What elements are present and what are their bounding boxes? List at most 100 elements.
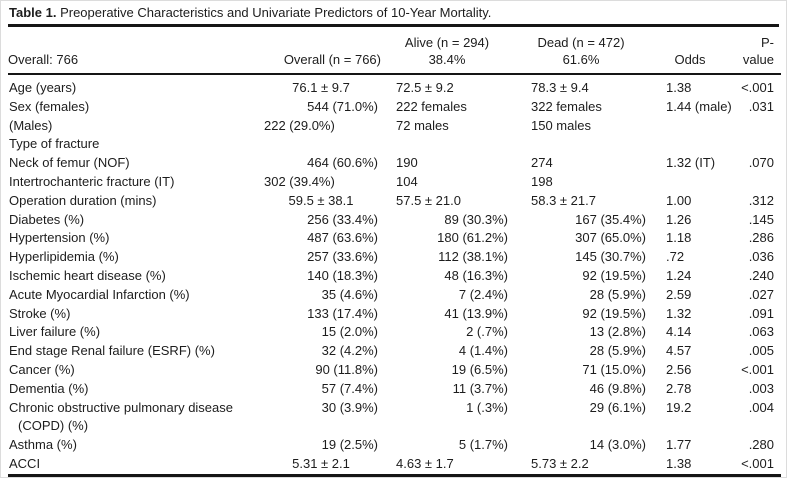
table-cell: 13 (2.8%) <box>589 324 646 340</box>
table-cell: 90 (11.8%) <box>315 361 378 377</box>
row-label: Hypertension (%) <box>9 230 110 246</box>
table-cell: 7 (2.4%) <box>458 286 508 302</box>
row-label: Neck of femur (NOF) <box>9 155 130 171</box>
table-cell: <.001 <box>741 80 774 95</box>
table-cell: 133 (17.4%) <box>307 305 378 321</box>
table-caption: Table 1. Preoperative Characteristics an… <box>9 5 779 21</box>
row-label: Acute Myocardial Infarction (%) <box>9 286 190 302</box>
table-row: Asthma (%) 19 (2.5%) 5 (1.7%) 14 (3.0%) 1.77… <box>8 436 781 455</box>
table-cell: 1.44 (male) <box>666 98 732 114</box>
row-label: Diabetes (%) <box>9 211 85 227</box>
table-cell: 15 (2.0%) <box>321 324 378 340</box>
col-header-alive: Alive (n = 294) <box>404 35 490 50</box>
table-cell: 1.00 <box>666 192 692 208</box>
table-cell: 487 (63.6%) <box>307 230 378 246</box>
table-cell: 1.26 <box>666 211 692 227</box>
row-label: Sex (females) <box>9 98 90 114</box>
col-header-alive-pct: 38.4% <box>381 51 513 75</box>
header-row-1: Alive (n = 294) Dead (n = 472) P- <box>8 27 781 51</box>
table-cell: .063 <box>748 324 774 340</box>
characteristics-table: Alive (n = 294) Dead (n = 472) P- Overal… <box>8 27 781 477</box>
table-cell: .280 <box>748 437 774 453</box>
table-cell: 257 (33.6%) <box>307 249 378 265</box>
header-empty <box>259 27 381 51</box>
table-cell: 4 (1.4%) <box>458 343 508 359</box>
table-cell: 322 females <box>531 98 602 114</box>
table-cell: 145 (30.7%) <box>575 249 646 265</box>
table-row: Intertrochanteric fracture (IT) 302 (39.4… <box>8 173 781 192</box>
header-empty <box>8 27 259 51</box>
table-row: Neck of femur (NOF) 464 (60.6%) 190 274 1.32… <box>8 154 781 173</box>
table-row: Dementia (%) 57 (7.4%) 11 (3.7%) 46 (9.8%) 2… <box>8 380 781 399</box>
table-row: (Males) 222 (29.0%) 72 males 150 males <box>8 117 781 136</box>
table-cell: .004 <box>748 399 774 415</box>
header-empty <box>649 27 731 51</box>
table-cell <box>649 173 731 192</box>
col-header-dead-pct: 61.6% <box>513 51 649 75</box>
table-cell: 29 (6.1%) <box>589 399 646 415</box>
table-row: Hypertension (%) 487 (63.6%) 180 (61.2%) 30… <box>8 229 781 248</box>
table-cell: 59.5 ± 38.1 <box>288 192 354 208</box>
table-row: End stage Renal failure (ESRF) (%) 32 (4.… <box>8 342 781 361</box>
table-row: Stroke (%) 133 (17.4%) 41 (13.9%) 92 (19.5%… <box>8 305 781 324</box>
row-label: Ischemic heart disease (%) <box>9 267 166 283</box>
table-cell: 19 (2.5%) <box>321 437 378 453</box>
row-label: Stroke (%) <box>9 305 71 321</box>
table-cell: 1.77 <box>666 437 692 453</box>
table-cell: .003 <box>748 380 774 396</box>
table-row: Chronic obstructive pulmonary disease (CO… <box>8 399 781 437</box>
table-row: Cancer (%) 90 (11.8%) 19 (6.5%) 71 (15.0%) 2… <box>8 361 781 380</box>
table-cell: .145 <box>748 211 774 227</box>
row-label: Age (years) <box>9 80 77 95</box>
table-cell <box>731 135 781 154</box>
col-header-overall: Overall (n = 766) <box>259 51 381 75</box>
table-cell: <.001 <box>741 361 774 377</box>
table-cell: 2 (.7%) <box>466 324 508 340</box>
top-rule <box>8 24 779 27</box>
table-header: Alive (n = 294) Dead (n = 472) P- Overal… <box>8 27 781 75</box>
table-cell: .005 <box>748 343 774 359</box>
table-cell <box>731 173 781 192</box>
table-row: Liver failure (%) 15 (2.0%) 2 (.7%) 13 (2.8… <box>8 323 781 342</box>
table-cell: .240 <box>748 267 774 283</box>
table-cell: 198 <box>531 173 553 189</box>
row-label: ACCI <box>9 455 41 471</box>
col-header-p-line2: value <box>731 51 781 75</box>
table-caption-text: Preoperative Characteristics and Univari… <box>56 5 492 20</box>
table-cell <box>259 135 381 154</box>
table-cell: 1.24 <box>666 267 692 283</box>
table-cell: 78.3 ± 9.4 <box>531 80 589 95</box>
table-cell: 5.73 ± 2.2 <box>531 455 589 471</box>
table-cell: 4.14 <box>666 324 692 340</box>
table-cell: 5.31 ± 2.1 <box>292 455 350 471</box>
table-cell: 1.18 <box>666 230 692 246</box>
table-row: Diabetes (%) 256 (33.4%) 89 (30.3%) 167 (35… <box>8 211 781 230</box>
table-cell: 41 (13.9%) <box>444 305 508 321</box>
table-cell: 4.63 ± 1.7 <box>396 455 454 471</box>
table-cell: .031 <box>748 98 774 114</box>
table-cell: 1.38 <box>666 455 692 471</box>
table-cell: 32 (4.2%) <box>321 343 378 359</box>
table-cell: .027 <box>748 286 774 302</box>
row-label: Asthma (%) <box>9 437 77 453</box>
table-cell: 2.56 <box>666 361 692 377</box>
table-cell: 46 (9.8%) <box>589 380 646 396</box>
table-caption-label: Table 1. <box>9 5 57 20</box>
row-label: Hyperlipidemia (%) <box>9 249 119 265</box>
table-cell: 302 (39.4%) <box>264 173 335 189</box>
table-cell: 1.32 <box>666 305 692 321</box>
col-header-odds: Odds <box>649 51 731 75</box>
table-cell: 112 (38.1%) <box>438 249 508 265</box>
col-header-p-line1: P- <box>761 35 774 50</box>
table-cell: 30 (3.9%) <box>321 399 378 415</box>
table-cell: 4.57 <box>666 343 692 359</box>
table-cell: 2.59 <box>666 286 692 302</box>
table-cell: 2.78 <box>666 380 692 396</box>
row-label: Chronic obstructive pulmonary disease (CO… <box>9 399 233 434</box>
table-cell: .091 <box>748 305 774 321</box>
table-cell: 190 <box>396 155 418 171</box>
table-cell: .070 <box>748 155 774 171</box>
table-cell: 19.2 <box>666 399 692 415</box>
table-cell: 256 (33.4%) <box>307 211 378 227</box>
table-cell: .286 <box>748 230 774 246</box>
